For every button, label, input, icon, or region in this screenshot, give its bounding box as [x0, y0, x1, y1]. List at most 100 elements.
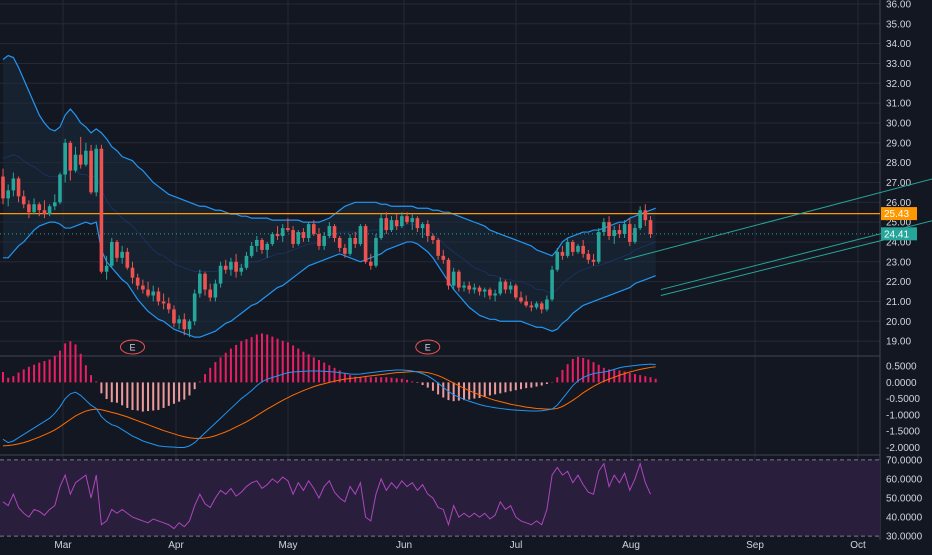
candle-body [607, 222, 611, 237]
x-tick-label: Oct [850, 540, 866, 550]
candle-body [436, 239, 440, 256]
macd-histogram-bar [183, 382, 186, 400]
x-tick-label: Aug [622, 540, 640, 550]
macd-histogram-bar [136, 382, 139, 411]
candle-body [177, 319, 181, 324]
candle-body [508, 285, 513, 290]
macd-histogram-bar [323, 362, 326, 383]
macd-histogram-bar [587, 359, 590, 383]
candle-body [446, 259, 451, 286]
rsi-band-fill [0, 459, 880, 537]
macd-histogram-bar [2, 371, 4, 383]
candle-body [312, 224, 316, 235]
macd-histogram-bar [582, 357, 585, 383]
macd-histogram-bar [43, 361, 46, 383]
macd-histogram-bar [499, 382, 502, 394]
rsi-axis-tick-label: 30.0000 [886, 532, 923, 543]
candle-body [286, 228, 290, 231]
candle-body [493, 293, 497, 296]
macd-histogram-bar [74, 344, 77, 383]
candle-body [467, 285, 471, 290]
candle-body [42, 210, 47, 215]
macd-axis-tick-label: 0.0000 [886, 378, 917, 389]
candle-body [472, 287, 477, 290]
candle-body [627, 224, 632, 242]
macd-histogram-bar [198, 381, 201, 383]
macd-histogram-bar [100, 382, 103, 394]
macd-histogram-bar [147, 382, 150, 412]
candle-body [223, 265, 228, 270]
macd-histogram-bar [292, 345, 295, 383]
macd-histogram-bar [654, 378, 657, 383]
x-tick-label: Apr [168, 540, 184, 550]
candle-body [182, 319, 187, 330]
candle-body [151, 291, 156, 296]
macd-histogram-bar [395, 378, 398, 383]
price-axis-tick-label: 35.00 [886, 19, 911, 30]
candle-body [586, 253, 591, 260]
candle-body [576, 245, 580, 252]
macd-histogram-bar [545, 382, 548, 384]
price-axis-tick-label: 28.00 [886, 158, 911, 169]
x-tick-label: Sep [746, 540, 764, 550]
x-tick-label: Mar [54, 540, 72, 550]
macd-histogram-bar [224, 352, 227, 383]
macd-histogram-bar [385, 377, 388, 383]
candle-body [555, 251, 560, 270]
candle-body [306, 224, 311, 238]
candle-body [156, 291, 161, 302]
candle-body [89, 150, 93, 193]
macd-histogram-bar [152, 382, 155, 411]
candle-body [343, 247, 347, 254]
macd-histogram-bar [141, 382, 144, 412]
candle-body [337, 237, 342, 248]
candle-body [301, 232, 306, 238]
candle-body [534, 303, 539, 308]
rsi-axis-tick-label: 40.0000 [886, 513, 923, 524]
channel-trendline [624, 178, 932, 261]
macd-histogram-bar [271, 336, 274, 383]
macd-histogram-bar [188, 382, 191, 396]
macd-histogram-bar [105, 382, 108, 400]
macd-histogram-bar [333, 367, 336, 383]
macd-histogram-bar [494, 382, 497, 395]
macd-histogram-bar [281, 340, 284, 383]
macd-histogram-bar [364, 377, 367, 383]
candle-body [130, 267, 135, 278]
candle-body [239, 267, 244, 272]
candle-body [488, 289, 492, 296]
candle-body [410, 218, 415, 223]
candle-body [16, 178, 21, 197]
macd-histogram-bar [426, 382, 429, 388]
candle-body [296, 232, 301, 244]
macd-histogram-bar [261, 333, 263, 383]
candle-body [1, 176, 5, 199]
candle-body [596, 232, 601, 262]
candle-body [648, 220, 653, 235]
macd-histogram-bar [504, 382, 507, 393]
price-axis-tick-label: 24.00 [886, 237, 911, 248]
macd-histogram-bar [644, 376, 647, 383]
candle-body [550, 269, 554, 300]
candle-body [638, 210, 642, 229]
macd-histogram-bar [69, 341, 72, 383]
macd-histogram-bar [613, 369, 616, 383]
macd-histogram-bar [400, 378, 403, 383]
candle-body [255, 239, 259, 246]
candle-body [389, 220, 394, 231]
macd-histogram-bar [121, 382, 124, 406]
candle-body [368, 261, 373, 266]
macd-axis-tick-label: 0.5000 [886, 362, 917, 373]
macd-histogram-bar [84, 365, 87, 383]
macd-histogram-bar [390, 377, 393, 383]
candle-body [166, 303, 171, 310]
macd-histogram-bar [219, 357, 222, 383]
macd-histogram-bar [302, 351, 305, 383]
macd-histogram-bar [639, 375, 642, 383]
earnings-marker [120, 339, 145, 355]
candle-body [591, 259, 596, 262]
price-axis-tick-label: 32.00 [886, 79, 911, 90]
macd-histogram-bar [312, 357, 315, 383]
earnings-marker-label: E [425, 343, 431, 353]
